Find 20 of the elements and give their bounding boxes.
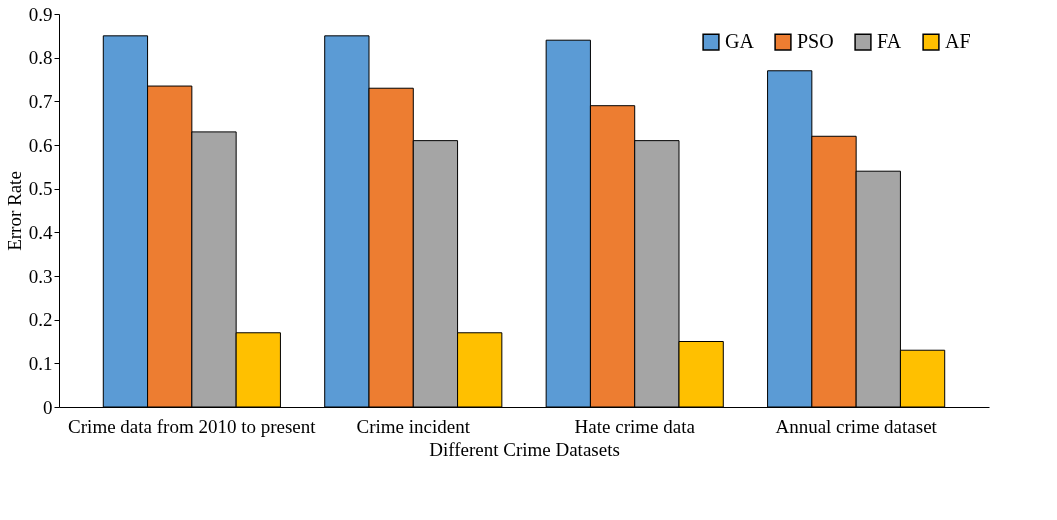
x-tick-label: Hate crime data [574, 415, 696, 437]
x-tick-label: Crime incident [356, 415, 471, 437]
x-axis-title: Different Crime Datasets [429, 438, 620, 460]
legend-label: GA [725, 30, 755, 53]
legend-label: AF [945, 30, 971, 53]
y-tick-label: 0.4 [28, 221, 53, 243]
y-tick-label: 0.5 [28, 178, 53, 200]
y-tick-label: 0.9 [28, 3, 53, 25]
y-tick-label: 0.1 [28, 352, 53, 374]
y-tick-label: 0.2 [28, 309, 53, 331]
legend-label: FA [877, 30, 902, 53]
legend-label: PSO [797, 30, 834, 53]
y-tick-label: 0.3 [28, 265, 53, 287]
y-tick-label: 0.6 [28, 134, 53, 156]
y-tick-label: 0.8 [28, 47, 53, 69]
x-tick-label: Crime data from 2010 to present [68, 415, 317, 437]
y-tick-label: 0 [43, 396, 53, 418]
y-tick-label: 0.7 [28, 90, 53, 112]
y-axis-title: Error Rate [3, 171, 25, 251]
x-tick-label: Annual crime dataset [775, 415, 938, 437]
